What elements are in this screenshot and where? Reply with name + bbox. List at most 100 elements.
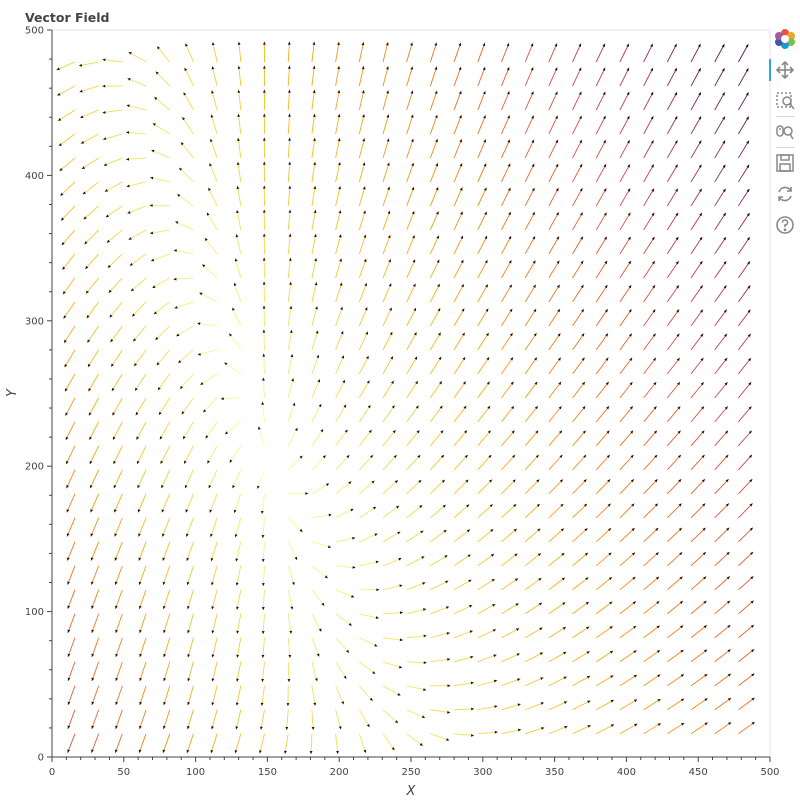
reset-tool-icon[interactable]: [772, 181, 798, 207]
vector-shaft: [690, 503, 706, 519]
vector-arrow: [548, 236, 560, 255]
vector-arrow: [453, 430, 468, 447]
vector-head: [138, 581, 142, 585]
vector-arrow: [430, 606, 450, 615]
vector-arrow: [690, 624, 708, 639]
vector-arrow: [690, 164, 702, 183]
bokeh-logo-icon[interactable]: [772, 26, 798, 52]
vector-head: [603, 164, 607, 168]
vector-shaft: [572, 478, 587, 495]
vector-shaft: [256, 469, 265, 490]
vector-arrow: [666, 406, 681, 423]
vector-head: [460, 259, 464, 264]
vector-head: [674, 43, 677, 48]
vector-shaft: [572, 260, 584, 279]
vector-arrow: [572, 527, 588, 543]
pan-tool-icon[interactable]: [769, 57, 798, 83]
vector-arrow: [548, 577, 566, 591]
vector-shaft: [477, 308, 489, 327]
vector-arrow: [127, 205, 147, 214]
vector-arrow: [501, 163, 511, 183]
vector-shaft: [206, 445, 218, 464]
vector-shaft: [738, 624, 755, 639]
vector-shaft: [477, 381, 491, 399]
vector-shaft: [430, 529, 447, 543]
vector-head: [64, 363, 68, 368]
vector-head: [507, 163, 511, 167]
save-tool-icon[interactable]: [772, 150, 798, 176]
vector-shaft: [595, 576, 613, 591]
vector-arrow: [595, 454, 611, 471]
help-tool-icon[interactable]: [772, 212, 798, 238]
vector-head: [701, 479, 705, 483]
vector-head: [393, 454, 397, 459]
vector-arrow: [738, 285, 751, 303]
vector-head: [530, 91, 534, 95]
vector-head: [288, 161, 292, 165]
vector-head: [67, 581, 70, 585]
vector-arrow: [477, 430, 492, 447]
vector-shaft: [359, 560, 380, 567]
vector-head: [578, 43, 582, 47]
vector-arrow: [572, 260, 584, 279]
vector-arrow: [453, 332, 466, 351]
vector-arrow: [690, 673, 708, 687]
vector-head: [534, 357, 537, 361]
vector-shaft: [211, 661, 218, 682]
vector-shaft: [335, 186, 341, 207]
vector-head: [284, 750, 287, 754]
vector-head: [289, 305, 293, 309]
vector-shaft: [596, 724, 615, 735]
vector-head: [604, 236, 607, 240]
vector-head: [174, 306, 178, 309]
vector-head: [258, 426, 261, 430]
vector-shaft: [572, 527, 588, 543]
vector-arrow: [139, 661, 147, 682]
vector-head: [556, 212, 559, 216]
vector-shaft: [548, 701, 568, 711]
vector-head: [113, 460, 116, 465]
vector-arrow: [311, 513, 332, 519]
vector-shaft: [358, 234, 367, 255]
vector-arrow: [690, 406, 705, 423]
vector-arrow: [548, 676, 568, 687]
vector-head: [436, 211, 439, 215]
vector-arrow: [406, 259, 416, 279]
vector-head: [236, 630, 240, 634]
vector-head: [410, 138, 414, 143]
vector-arrow: [335, 355, 345, 375]
vector-head: [745, 68, 749, 72]
vector-head: [656, 650, 661, 653]
vector-shaft: [595, 381, 610, 399]
vector-shaft: [454, 682, 475, 687]
vector-arrow: [548, 725, 568, 735]
vector-arrow: [335, 429, 348, 447]
vector-arrow: [572, 650, 590, 663]
vector-shaft: [572, 700, 591, 711]
vector-head: [290, 353, 294, 358]
vector-arrow: [595, 527, 612, 543]
vector-arrow: [477, 115, 487, 135]
wheel-zoom-tool-icon[interactable]: [772, 119, 798, 145]
vector-head: [56, 67, 60, 71]
vector-shaft: [161, 493, 171, 513]
vector-arrow: [335, 613, 353, 627]
vector-shaft: [595, 478, 611, 495]
vector-head: [65, 412, 69, 416]
vector-arrow: [690, 381, 705, 399]
vector-head: [698, 164, 702, 168]
vector-arrow: [738, 309, 751, 327]
vector-shaft: [284, 733, 289, 754]
box-zoom-tool-icon[interactable]: [772, 88, 798, 114]
vector-shaft: [406, 709, 426, 719]
vector-arrow: [60, 205, 76, 221]
vector-shaft: [690, 188, 703, 207]
vector-arrow: [65, 421, 76, 441]
vector-arrow: [595, 67, 606, 87]
vector-shaft: [453, 308, 465, 327]
vector-shaft: [115, 709, 123, 730]
vector-head: [181, 411, 185, 415]
vector-arrow: [596, 674, 614, 687]
vector-head: [415, 405, 419, 409]
x-tick-label: 200: [330, 767, 349, 778]
